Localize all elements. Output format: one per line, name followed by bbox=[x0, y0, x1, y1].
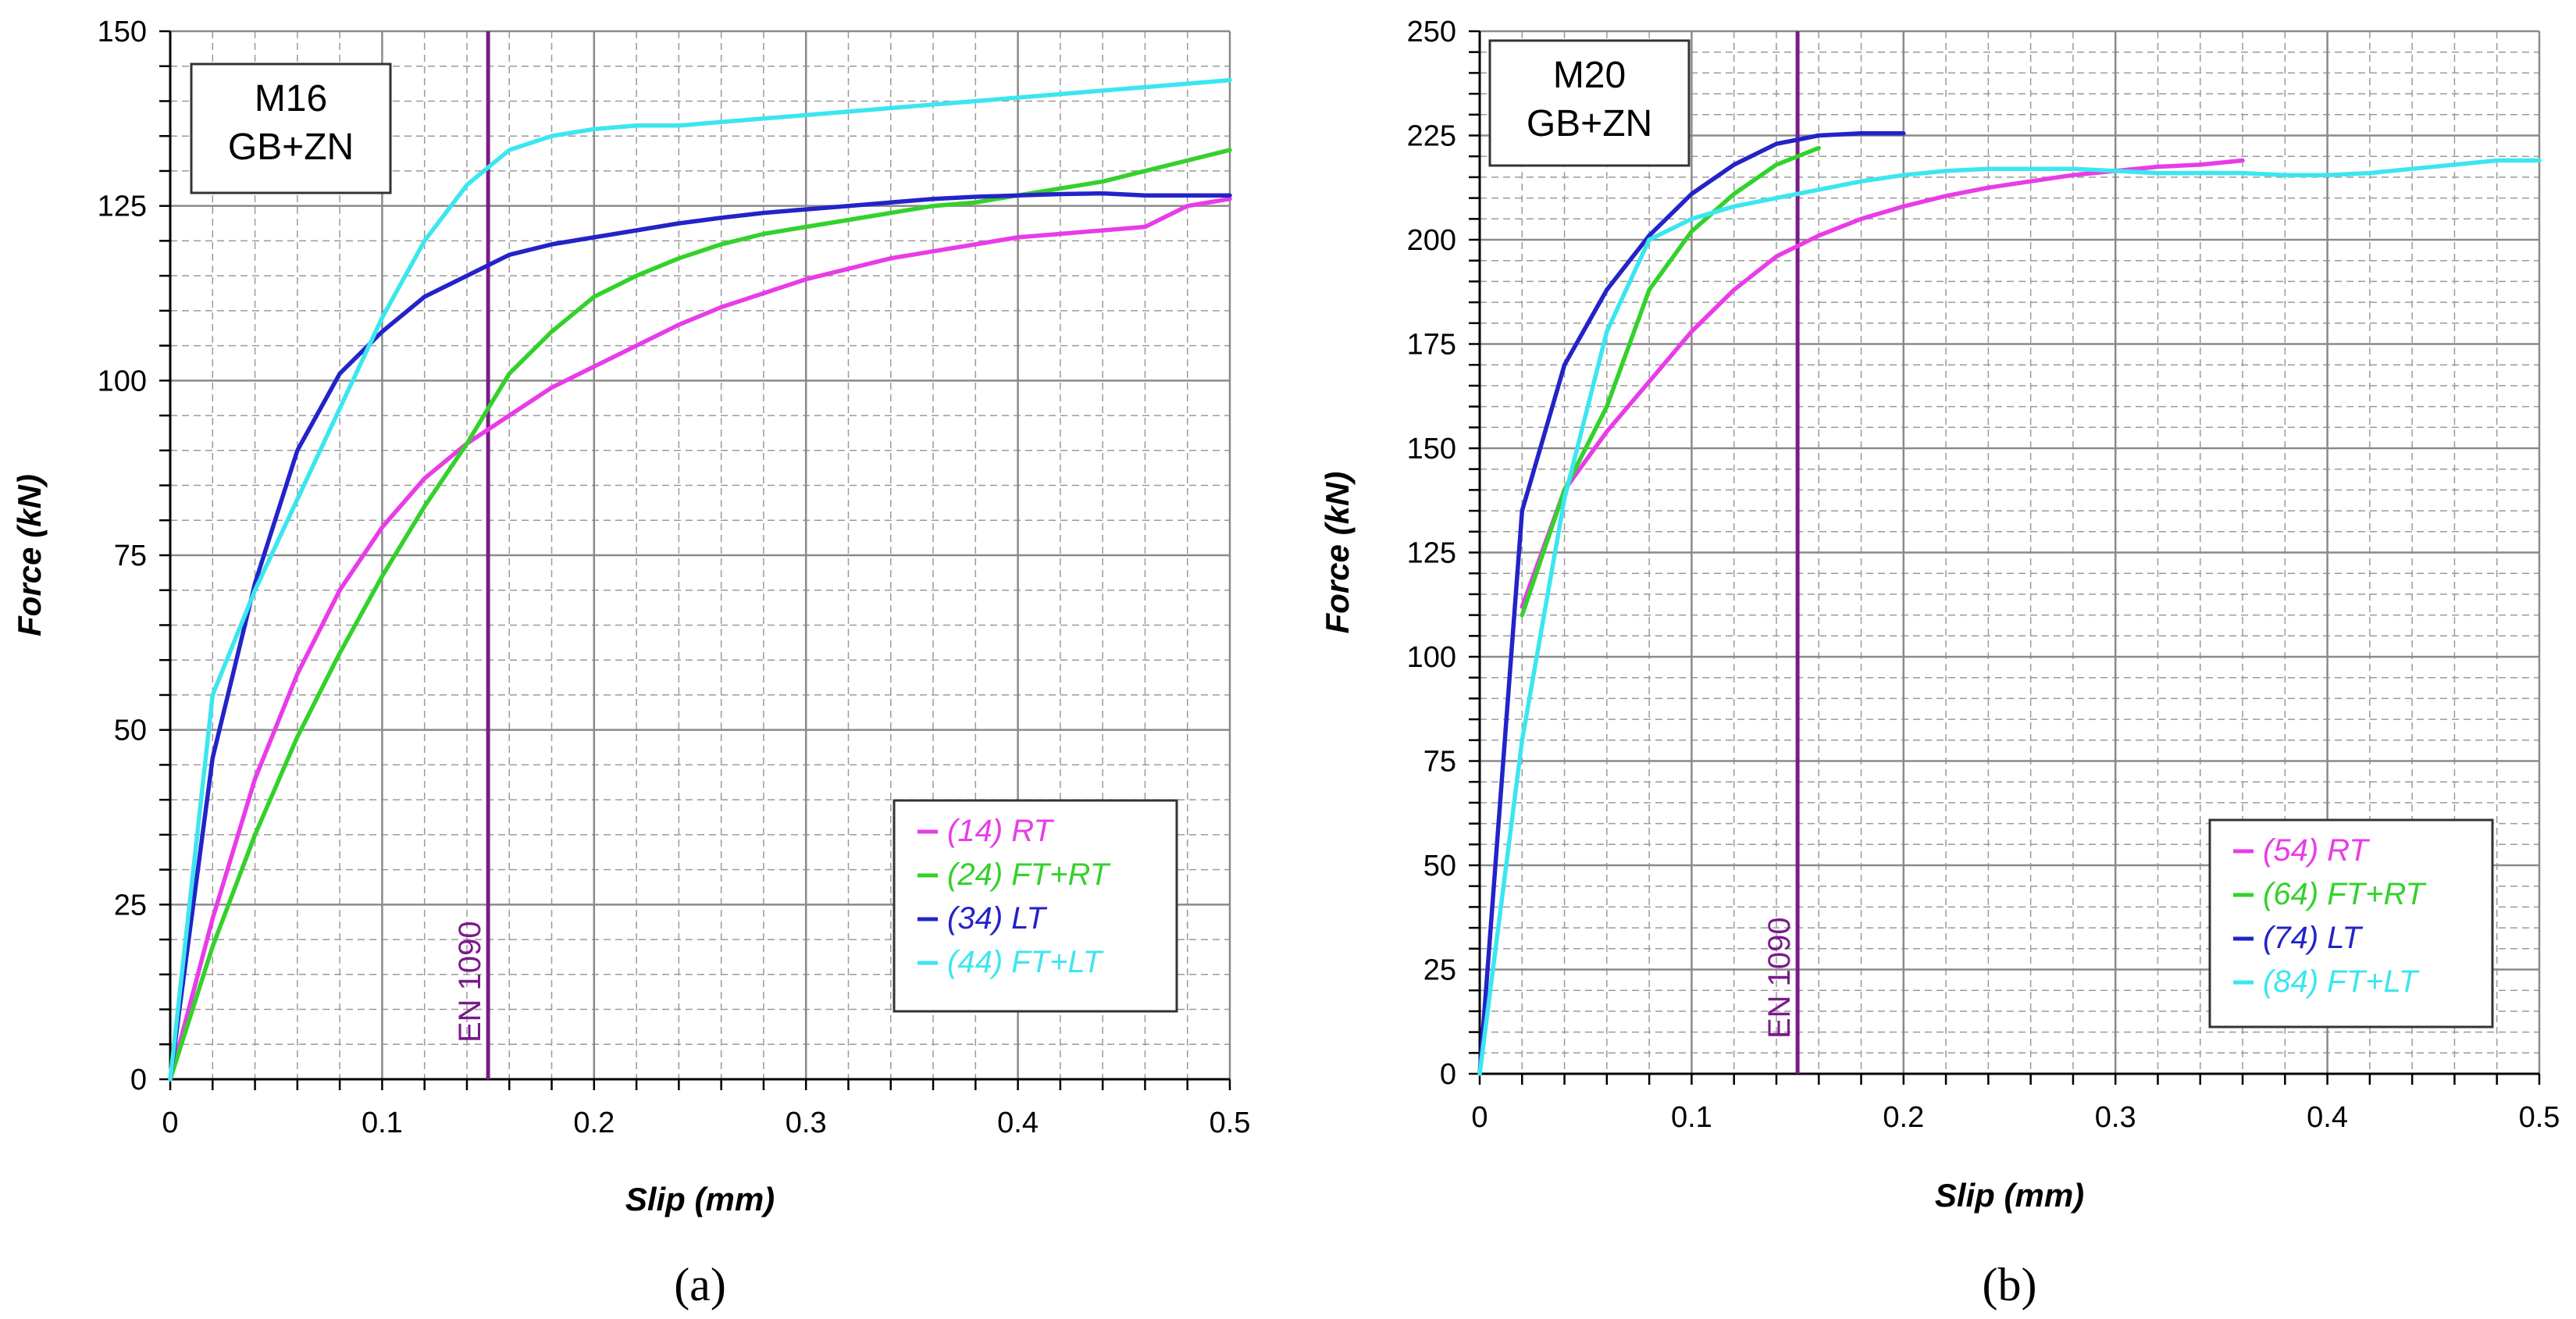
y-axis-title: Force (kN) bbox=[1319, 472, 1356, 634]
x-axis-title: Slip (mm) bbox=[625, 1181, 775, 1217]
y-tick-label: 100 bbox=[1407, 641, 1456, 674]
specimen-label-line: GB+ZN bbox=[1527, 103, 1652, 144]
legend-entry-label: (54) RT bbox=[2263, 833, 2370, 868]
y-tick-label: 125 bbox=[98, 191, 147, 223]
specimen-label-line: M16 bbox=[255, 78, 327, 119]
series-line-1 bbox=[168, 196, 1232, 1082]
legend bbox=[893, 799, 1178, 1013]
series-line-4 bbox=[168, 77, 1232, 1082]
specimen-label-line: GB+ZN bbox=[228, 127, 354, 168]
x-tick-label: 0 bbox=[1471, 1101, 1488, 1134]
legend-entry-label: (14) RT bbox=[947, 814, 1054, 848]
y-tick-label: 50 bbox=[114, 715, 147, 747]
series-line-3 bbox=[1477, 131, 1906, 1076]
legend-entry-label: (74) LT bbox=[2263, 921, 2364, 955]
x-tick-label: 0.5 bbox=[1210, 1107, 1251, 1139]
y-axis-title: Force (kN) bbox=[11, 474, 48, 636]
y-tick-label: 25 bbox=[1423, 954, 1456, 987]
y-tick-label: 250 bbox=[1407, 16, 1456, 48]
y-tick-label: 225 bbox=[1407, 120, 1456, 153]
y-tick-label: 0 bbox=[1440, 1058, 1456, 1091]
legend-entry-label: (34) LT bbox=[947, 901, 1048, 936]
chart-panel-1: 0 0.1 0.2 0.3 0.4 0.5 0 25 50 75 100 125 150 Slip (mm… bbox=[11, 16, 1250, 1310]
y-tick-label: 200 bbox=[1407, 224, 1456, 257]
y-tick-label: 50 bbox=[1423, 850, 1456, 882]
legend bbox=[2208, 818, 2494, 1028]
x-tick-label: 0.5 bbox=[2519, 1101, 2560, 1134]
legend-entry-label: (64) FT+RT bbox=[2263, 877, 2427, 911]
y-tick-label: 0 bbox=[130, 1064, 147, 1096]
panel-label: (b) bbox=[1983, 1259, 2037, 1310]
x-tick-label: 0.3 bbox=[786, 1107, 827, 1139]
x-tick-label: 0.1 bbox=[1671, 1101, 1712, 1134]
x-tick-label: 0.2 bbox=[573, 1107, 615, 1139]
y-tick-label: 75 bbox=[1423, 746, 1456, 779]
specimen-label-box bbox=[1488, 39, 1691, 167]
y-tick-label: 175 bbox=[1407, 329, 1456, 362]
y-tick-label: 25 bbox=[114, 889, 147, 922]
legend-entry-label: (44) FT+LT bbox=[947, 945, 1104, 979]
x-tick-label: 0 bbox=[162, 1107, 178, 1139]
series-line-3 bbox=[168, 191, 1232, 1082]
reference-line-label: EN 1090 bbox=[1762, 917, 1797, 1039]
x-tick-label: 0.2 bbox=[1883, 1101, 1924, 1134]
y-tick-label: 150 bbox=[1407, 433, 1456, 465]
series-line-2 bbox=[168, 148, 1232, 1082]
x-tick-label: 0.1 bbox=[362, 1107, 403, 1139]
x-axis-title: Slip (mm) bbox=[1935, 1177, 2084, 1214]
y-tick-label: 125 bbox=[1407, 537, 1456, 570]
series-line-4 bbox=[1477, 158, 2542, 1076]
y-tick-label: 75 bbox=[114, 540, 147, 572]
specimen-label-line: M20 bbox=[1553, 55, 1626, 96]
panel-label: (a) bbox=[674, 1259, 726, 1310]
y-tick-label: 150 bbox=[98, 16, 147, 48]
x-tick-label: 0.3 bbox=[2095, 1101, 2136, 1134]
legend-entry-label: (24) FT+RT bbox=[947, 857, 1111, 892]
legend-entry-label: (84) FT+LT bbox=[2263, 964, 2420, 999]
x-tick-label: 0.4 bbox=[2307, 1101, 2348, 1134]
y-tick-label: 100 bbox=[98, 365, 147, 397]
reference-line-label: EN 1090 bbox=[453, 921, 487, 1043]
x-tick-label: 0.4 bbox=[997, 1107, 1039, 1139]
chart-panel-2: 0 0.1 0.2 0.3 0.4 0.5 0 25 50 75 100 125 150 175 200 22… bbox=[1319, 16, 2560, 1310]
specimen-label-box bbox=[190, 62, 392, 194]
